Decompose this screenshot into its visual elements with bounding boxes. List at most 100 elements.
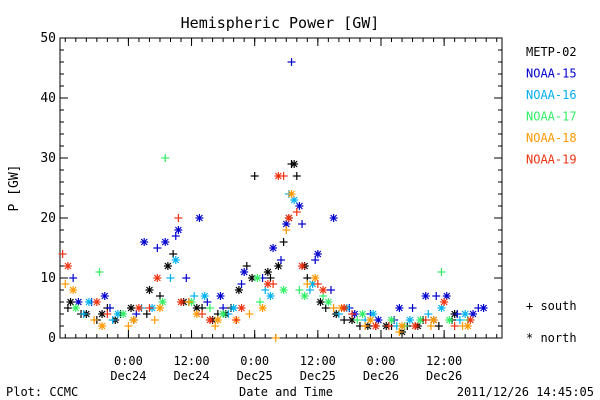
point-north-noaa-19 — [440, 298, 449, 306]
point-south-noaa-19 — [198, 310, 207, 318]
point-north-noaa-17 — [324, 298, 333, 306]
y-axis-label: P [GW] — [7, 165, 22, 212]
y-axis-ticks: 0 10 20 30 40 50 — [40, 31, 502, 346]
point-north-noaa-15 — [174, 226, 183, 234]
y-tick-label: 10 — [40, 271, 56, 286]
y-tick-label: 20 — [40, 211, 56, 226]
x-tick-label-date: Dec26 — [426, 369, 462, 383]
data-points — [58, 58, 488, 342]
point-north-noaa-18 — [311, 274, 320, 282]
point-south-noaa-19 — [313, 280, 322, 288]
point-north-noaa-19 — [284, 214, 293, 222]
point-north-noaa-18 — [69, 286, 78, 294]
x-axis-ticks: 0:00Dec2412:00Dec240:00Dec2512:00Dec250:… — [64, 38, 498, 383]
y-tick-label: 0 — [48, 331, 56, 346]
point-south-metp-02 — [292, 172, 301, 180]
point-north-noaa-19 — [205, 316, 214, 324]
x-tick-label-date: Dec26 — [363, 369, 399, 383]
point-south-noaa-19 — [384, 322, 393, 330]
y-tick-label: 40 — [40, 91, 56, 106]
point-south-noaa-17 — [295, 286, 304, 294]
point-north-noaa-19 — [92, 298, 101, 306]
point-south-noaa-18 — [61, 280, 70, 288]
point-north-metp-02 — [234, 286, 243, 294]
point-north-noaa-17 — [387, 316, 396, 324]
point-north-noaa-17 — [445, 316, 454, 324]
plot-frame — [59, 37, 503, 339]
point-south-noaa-16 — [79, 310, 88, 318]
point-north-noaa-15 — [100, 292, 109, 300]
point-north-noaa-19 — [371, 322, 380, 330]
point-south-metp-02 — [279, 238, 288, 246]
point-south-noaa-15 — [298, 220, 307, 228]
point-north-noaa-18 — [463, 322, 472, 330]
x-tick-label-date: Dec24 — [173, 369, 209, 383]
point-north-noaa-19 — [319, 286, 328, 294]
point-south-noaa-15 — [408, 304, 417, 312]
legend-entry: NOAA-15 — [526, 67, 577, 81]
point-south-noaa-18 — [329, 304, 338, 312]
point-north-noaa-17 — [279, 286, 288, 294]
x-tick-label-time: 0:00 — [367, 354, 396, 368]
marker-key-north: * north — [526, 331, 577, 345]
point-north-noaa-19 — [237, 304, 246, 312]
point-south-noaa-18 — [150, 316, 159, 324]
point-north-noaa-16 — [229, 304, 238, 312]
point-north-noaa-19 — [274, 172, 283, 180]
x-tick-label-date: Dec25 — [300, 369, 336, 383]
point-south-noaa-15 — [432, 292, 441, 300]
point-south-noaa-19 — [450, 322, 459, 330]
point-south-noaa-19 — [292, 208, 301, 216]
point-north-metp-02 — [192, 304, 201, 312]
x-tick-label-time: 12:00 — [173, 354, 209, 368]
point-north-noaa-17 — [119, 310, 128, 318]
point-north-noaa-17 — [71, 304, 80, 312]
point-south-noaa-17 — [95, 268, 104, 276]
point-north-noaa-17 — [253, 274, 262, 282]
point-north-noaa-19 — [263, 280, 272, 288]
point-south-noaa-19 — [348, 310, 357, 318]
point-north-noaa-15 — [313, 250, 322, 258]
legend-entry: NOAA-16 — [526, 88, 577, 102]
point-south-noaa-15 — [237, 280, 246, 288]
point-south-noaa-15 — [277, 256, 285, 264]
point-north-noaa-15 — [329, 214, 338, 222]
legend-entry: NOAA-17 — [526, 110, 577, 124]
point-south-noaa-15 — [182, 274, 191, 282]
point-north-noaa-18 — [429, 316, 438, 324]
x-tick-label-time: 12:00 — [426, 354, 462, 368]
point-north-noaa-18 — [258, 304, 267, 312]
point-south-noaa-16 — [424, 310, 433, 318]
point-south-noaa-19 — [103, 310, 112, 318]
point-south-noaa-15 — [105, 304, 114, 312]
x-tick-label-time: 12:00 — [300, 354, 336, 368]
point-north-metp-02 — [263, 268, 272, 276]
point-north-noaa-19 — [466, 316, 475, 324]
y-tick-label: 50 — [40, 31, 56, 46]
point-south-noaa-15 — [453, 310, 462, 318]
point-north-noaa-16 — [200, 292, 209, 300]
point-north-noaa-15 — [295, 202, 304, 210]
point-north-noaa-15 — [216, 292, 225, 300]
point-north-noaa-16 — [84, 298, 93, 306]
point-south-metp-02 — [434, 322, 443, 330]
y-tick-label: 30 — [40, 151, 56, 166]
legend: METP-02 NOAA-15 NOAA-16 NOAA-17 NOAA-18 NOAA-… — [526, 45, 577, 167]
point-south-noaa-16 — [108, 316, 117, 324]
point-south-noaa-17 — [353, 316, 362, 324]
point-south-noaa-18 — [303, 280, 312, 288]
point-south-noaa-18 — [245, 310, 254, 318]
x-axis-label: Date and Time — [239, 385, 333, 399]
point-north-noaa-16 — [405, 316, 414, 324]
point-north-noaa-18 — [155, 304, 164, 312]
point-south-noaa-17 — [205, 304, 214, 312]
point-south-noaa-15 — [287, 58, 296, 66]
x-tick-label-date: Dec25 — [237, 369, 273, 383]
point-south-metp-02 — [250, 172, 259, 180]
point-north-noaa-18 — [287, 190, 296, 198]
point-north-metp-02 — [98, 310, 107, 318]
point-north-noaa-17 — [219, 310, 228, 318]
point-north-noaa-19 — [298, 262, 307, 270]
point-south-noaa-18 — [271, 334, 280, 342]
